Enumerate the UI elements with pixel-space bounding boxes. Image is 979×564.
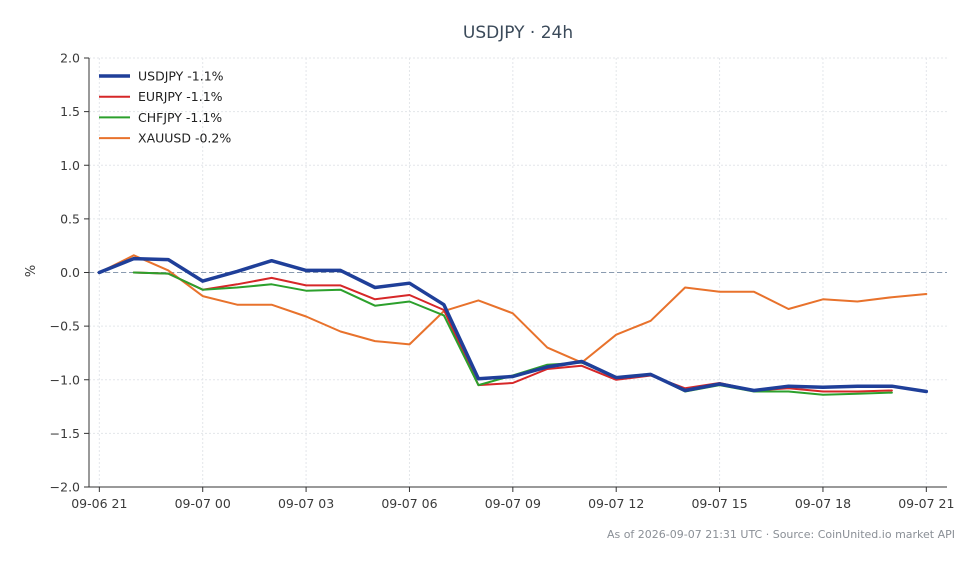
y-tick-label: 2.0: [60, 51, 80, 66]
legend: USDJPY -1.1% EURJPY -1.1% CHFJPY -1.1% XAUU…: [99, 69, 231, 146]
x-tick-label: 09-07 15: [691, 496, 747, 511]
y-tick-label: 0.0: [60, 265, 80, 280]
x-tick-label: 09-07 12: [588, 496, 644, 511]
y-tick-label: −1.5: [50, 426, 80, 441]
legend-label: CHFJPY -1.1%: [138, 110, 222, 125]
y-tick-label: 1.5: [60, 104, 80, 119]
x-tick-label: 09-07 21: [898, 496, 954, 511]
y-tick-label: 1.0: [60, 158, 80, 173]
x-tick-label: 09-07 09: [485, 496, 541, 511]
x-tick-label: 09-07 03: [278, 496, 334, 511]
x-axis-ticks: 09-06 21 09-07 00 09-07 03 09-07 06 09-07 09…: [71, 487, 954, 511]
series-layer: [97, 254, 929, 396]
x-tick-label: 09-06 21: [71, 496, 127, 511]
x-tick-label: 09-07 00: [175, 496, 231, 511]
x-tick-label: 09-07 06: [381, 496, 437, 511]
y-tick-label: −0.5: [50, 319, 80, 334]
y-tick-label: −2.0: [50, 480, 80, 495]
series-line-usdjpy: [97, 256, 929, 394]
y-tick-label: 0.5: [60, 211, 80, 226]
legend-label: EURJPY -1.1%: [138, 89, 223, 104]
y-tick-label: −1.0: [50, 372, 80, 387]
y-axis-ticks: 2.0 1.5 1.0 0.5 0.0 −0.5 −1.0 −1.5 −2.0: [50, 51, 89, 495]
grid-lines: [89, 57, 947, 488]
legend-label: XAUUSD -0.2%: [138, 131, 231, 146]
x-tick-label: 09-07 18: [795, 496, 851, 511]
footer-source: As of 2026-09-07 21:31 UTC · Source: Coi…: [607, 528, 955, 541]
legend-label: USDJPY -1.1%: [138, 69, 224, 84]
series-line-xauusd: [98, 254, 928, 364]
chart-title: USDJPY · 24h: [463, 23, 573, 43]
y-axis-label: %: [24, 265, 39, 277]
